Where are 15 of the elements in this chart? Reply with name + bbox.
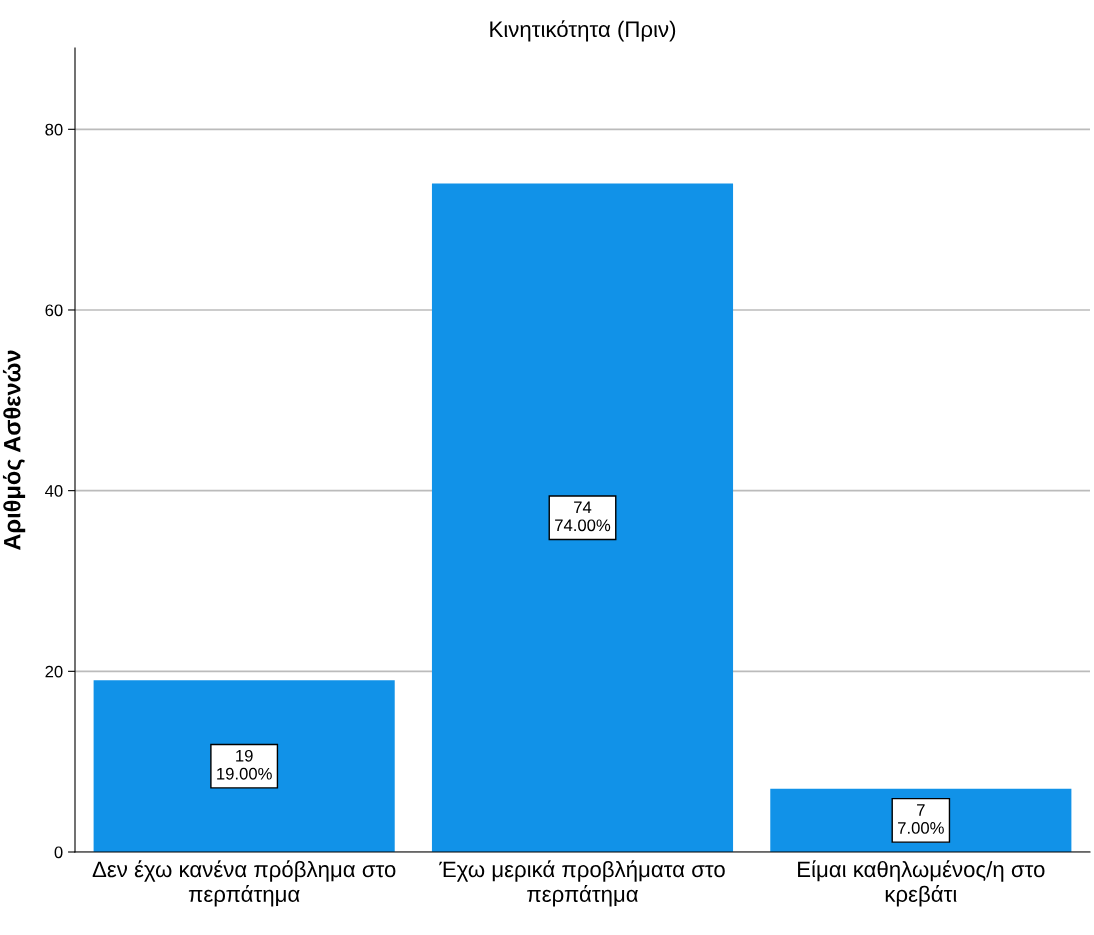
y-tick-label: 0 [54, 846, 63, 859]
x-tick-label: Έχω μερικά προβλήματα στο περπάτημα [439, 860, 725, 907]
y-tick-label: 60 [45, 304, 63, 317]
x-tick-label: Είμαι καθηλωμένος/η στο κρεβάτι [798, 860, 1045, 907]
data-label: 7 7.00% [898, 804, 944, 834]
y-tick-label: 40 [45, 485, 63, 497]
y-tick-label: 20 [45, 665, 63, 678]
bar [431, 183, 734, 852]
x-tick-label: Δεν έχω κανένα πρόβλημα στο περπάτημα [92, 860, 396, 907]
y-tick-label: 80 [45, 123, 63, 136]
y-axis-title: Αριθμός Ασθενών [2, 350, 26, 550]
data-label: 74 74.00% [555, 501, 611, 532]
data-label: 19 19.00% [217, 749, 272, 780]
bar [93, 680, 395, 852]
chart-title: Κινητικότητα (Πριν) [490, 20, 676, 42]
